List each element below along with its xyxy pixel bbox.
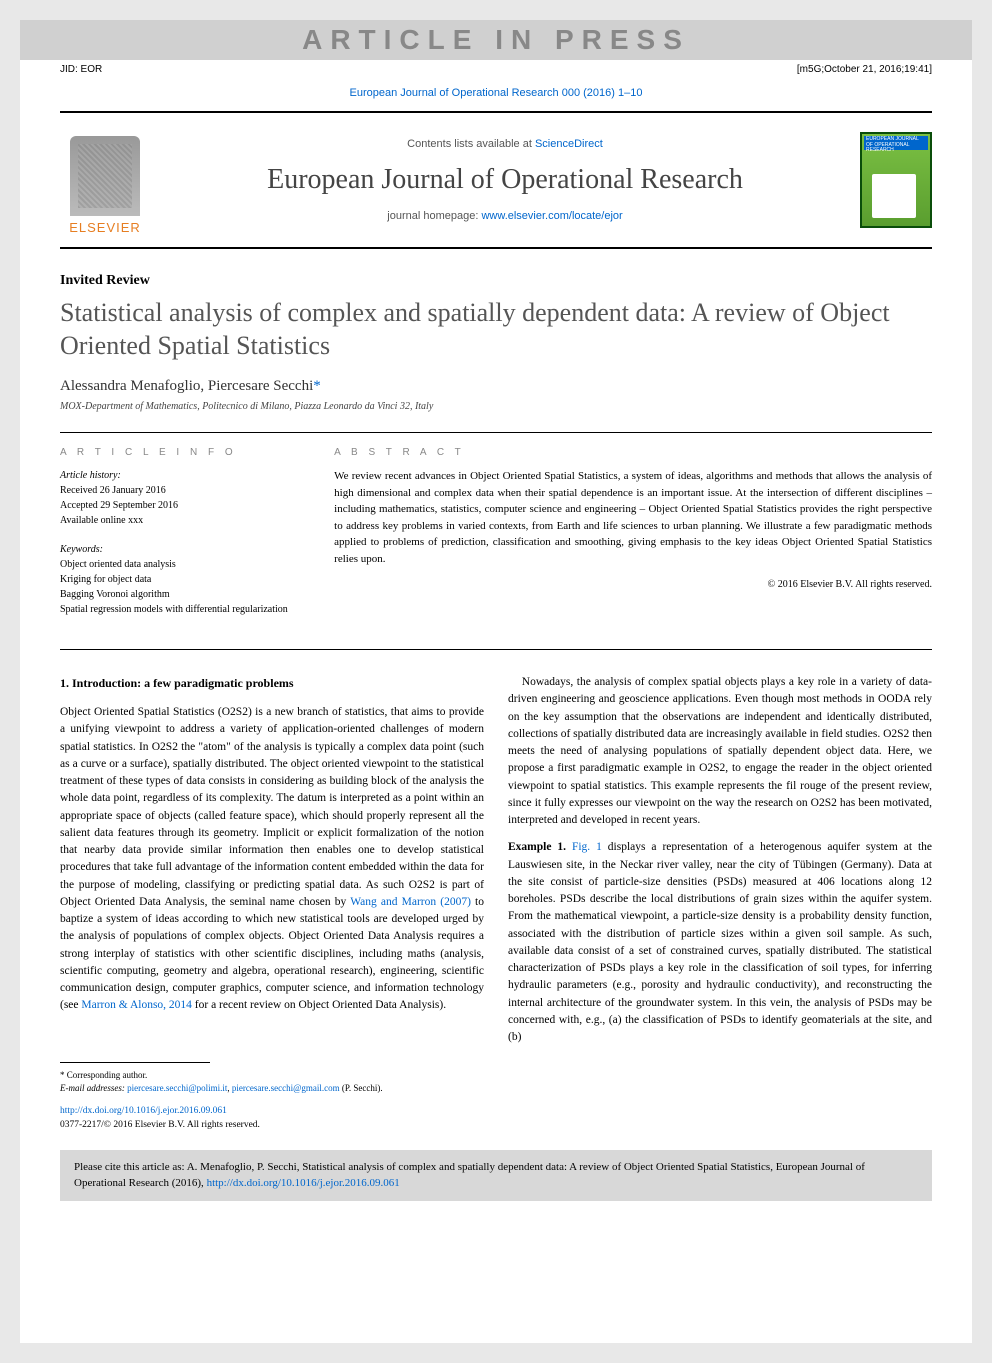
contents-line: Contents lists available at ScienceDirec… bbox=[166, 138, 844, 150]
citation-link[interactable]: Marron & Alonso, 2014 bbox=[81, 999, 192, 1011]
keyword-item: Spatial regression models with different… bbox=[60, 602, 304, 617]
email-label: E-mail addresses: bbox=[60, 1083, 125, 1093]
homepage-line: journal homepage: www.elsevier.com/locat… bbox=[166, 210, 844, 222]
cite-doi-link[interactable]: http://dx.doi.org/10.1016/j.ejor.2016.09… bbox=[207, 1177, 400, 1189]
email-suffix: (P. Secchi). bbox=[342, 1083, 383, 1093]
para-text: Nowadays, the analysis of complex spatia… bbox=[508, 676, 932, 826]
affiliation: MOX-Department of Mathematics, Politecni… bbox=[60, 401, 932, 412]
email-link[interactable]: piercesare.secchi@polimi.it bbox=[127, 1083, 227, 1093]
doi-line: http://dx.doi.org/10.1016/j.ejor.2016.09… bbox=[60, 1106, 932, 1116]
article-info-column: A R T I C L E I N F O Article history: R… bbox=[60, 447, 304, 631]
cover-title-text: EUROPEAN JOURNAL OF OPERATIONAL RESEARCH bbox=[866, 137, 926, 154]
article-type: Invited Review bbox=[60, 273, 932, 289]
journal-reference: European Journal of Operational Research… bbox=[20, 79, 972, 111]
para-text: for a recent review on Object Oriented D… bbox=[192, 999, 446, 1011]
abstract-text: We review recent advances in Object Orie… bbox=[334, 468, 932, 567]
publisher-logo: ELSEVIER bbox=[60, 125, 150, 235]
online-date: Available online xxx bbox=[60, 513, 304, 528]
build-timestamp: [m5G;October 21, 2016;19:41] bbox=[797, 64, 932, 75]
jid-code: JID: EOR bbox=[60, 64, 102, 75]
elsevier-tree-icon bbox=[70, 136, 140, 216]
section-heading: 1. Introduction: a few paradigmatic prob… bbox=[60, 674, 484, 692]
top-meta: JID: EOR [m5G;October 21, 2016;19:41] bbox=[20, 60, 972, 79]
citation-box: Please cite this article as: A. Menafogl… bbox=[60, 1150, 932, 1201]
article-info-heading: A R T I C L E I N F O bbox=[60, 447, 304, 458]
accepted-date: Accepted 29 September 2016 bbox=[60, 498, 304, 513]
abstract-copyright: © 2016 Elsevier B.V. All rights reserved… bbox=[334, 579, 932, 590]
keyword-item: Object oriented data analysis bbox=[60, 557, 304, 572]
homepage-link[interactable]: www.elsevier.com/locate/ejor bbox=[481, 210, 622, 222]
received-date: Received 26 January 2016 bbox=[60, 483, 304, 498]
body-columns: 1. Introduction: a few paradigmatic prob… bbox=[60, 674, 932, 1046]
keyword-item: Bagging Voronoi algorithm bbox=[60, 587, 304, 602]
example-paragraph: Example 1. Fig. 1 displays a representat… bbox=[508, 839, 932, 1046]
header-center: Contents lists available at ScienceDirec… bbox=[166, 138, 844, 222]
page: ARTICLE IN PRESS JID: EOR [m5G;October 2… bbox=[20, 20, 972, 1343]
sciencedirect-link[interactable]: ScienceDirect bbox=[535, 138, 603, 150]
corresponding-author-note: * Corresponding author. bbox=[60, 1069, 932, 1082]
abstract-heading: A B S T R A C T bbox=[334, 447, 932, 458]
history-label: Article history: bbox=[60, 468, 304, 483]
example-label: Example 1. bbox=[508, 841, 566, 853]
keywords-block: Keywords: Object oriented data analysis … bbox=[60, 542, 304, 617]
para-text: to baptize a system of ideas according t… bbox=[60, 896, 484, 1012]
article-title: Statistical analysis of complex and spat… bbox=[60, 297, 932, 362]
para-text: displays a representation of a heterogen… bbox=[508, 841, 932, 1043]
contents-prefix: Contents lists available at bbox=[407, 138, 535, 150]
issn-line: 0377-2217/© 2016 Elsevier B.V. All right… bbox=[60, 1120, 932, 1130]
journal-cover-thumbnail: EUROPEAN JOURNAL OF OPERATIONAL RESEARCH bbox=[860, 132, 932, 228]
author-names: Alessandra Menafoglio, Piercesare Secchi bbox=[60, 378, 313, 394]
footnote-separator bbox=[60, 1062, 210, 1063]
email-line: E-mail addresses: piercesare.secchi@poli… bbox=[60, 1082, 932, 1095]
journal-header: ELSEVIER Contents lists available at Sci… bbox=[60, 111, 932, 249]
keyword-item: Kriging for object data bbox=[60, 572, 304, 587]
keywords-label: Keywords: bbox=[60, 542, 304, 557]
para-text: Object Oriented Spatial Statistics (O2S2… bbox=[60, 706, 484, 908]
body-paragraph: Nowadays, the analysis of complex spatia… bbox=[508, 674, 932, 829]
figure-link[interactable]: Fig. 1 bbox=[572, 841, 602, 853]
corresponding-star-icon: * bbox=[313, 378, 321, 394]
homepage-prefix: journal homepage: bbox=[387, 210, 481, 222]
email-link[interactable]: piercesare.secchi@gmail.com bbox=[232, 1083, 340, 1093]
publisher-name: ELSEVIER bbox=[69, 220, 141, 235]
footnotes: * Corresponding author. E-mail addresses… bbox=[60, 1069, 932, 1094]
journal-name: European Journal of Operational Research bbox=[166, 164, 844, 196]
doi-link[interactable]: http://dx.doi.org/10.1016/j.ejor.2016.09… bbox=[60, 1106, 227, 1116]
body-paragraph: Object Oriented Spatial Statistics (O2S2… bbox=[60, 704, 484, 1015]
abstract-column: A B S T R A C T We review recent advance… bbox=[334, 447, 932, 631]
cite-text: Please cite this article as: A. Menafogl… bbox=[74, 1161, 865, 1188]
info-abstract-row: A R T I C L E I N F O Article history: R… bbox=[60, 432, 932, 650]
citation-link[interactable]: Wang and Marron (2007) bbox=[350, 896, 471, 908]
watermark-bar: ARTICLE IN PRESS bbox=[20, 20, 972, 60]
authors: Alessandra Menafoglio, Piercesare Secchi… bbox=[60, 378, 932, 395]
article-history: Article history: Received 26 January 201… bbox=[60, 468, 304, 528]
